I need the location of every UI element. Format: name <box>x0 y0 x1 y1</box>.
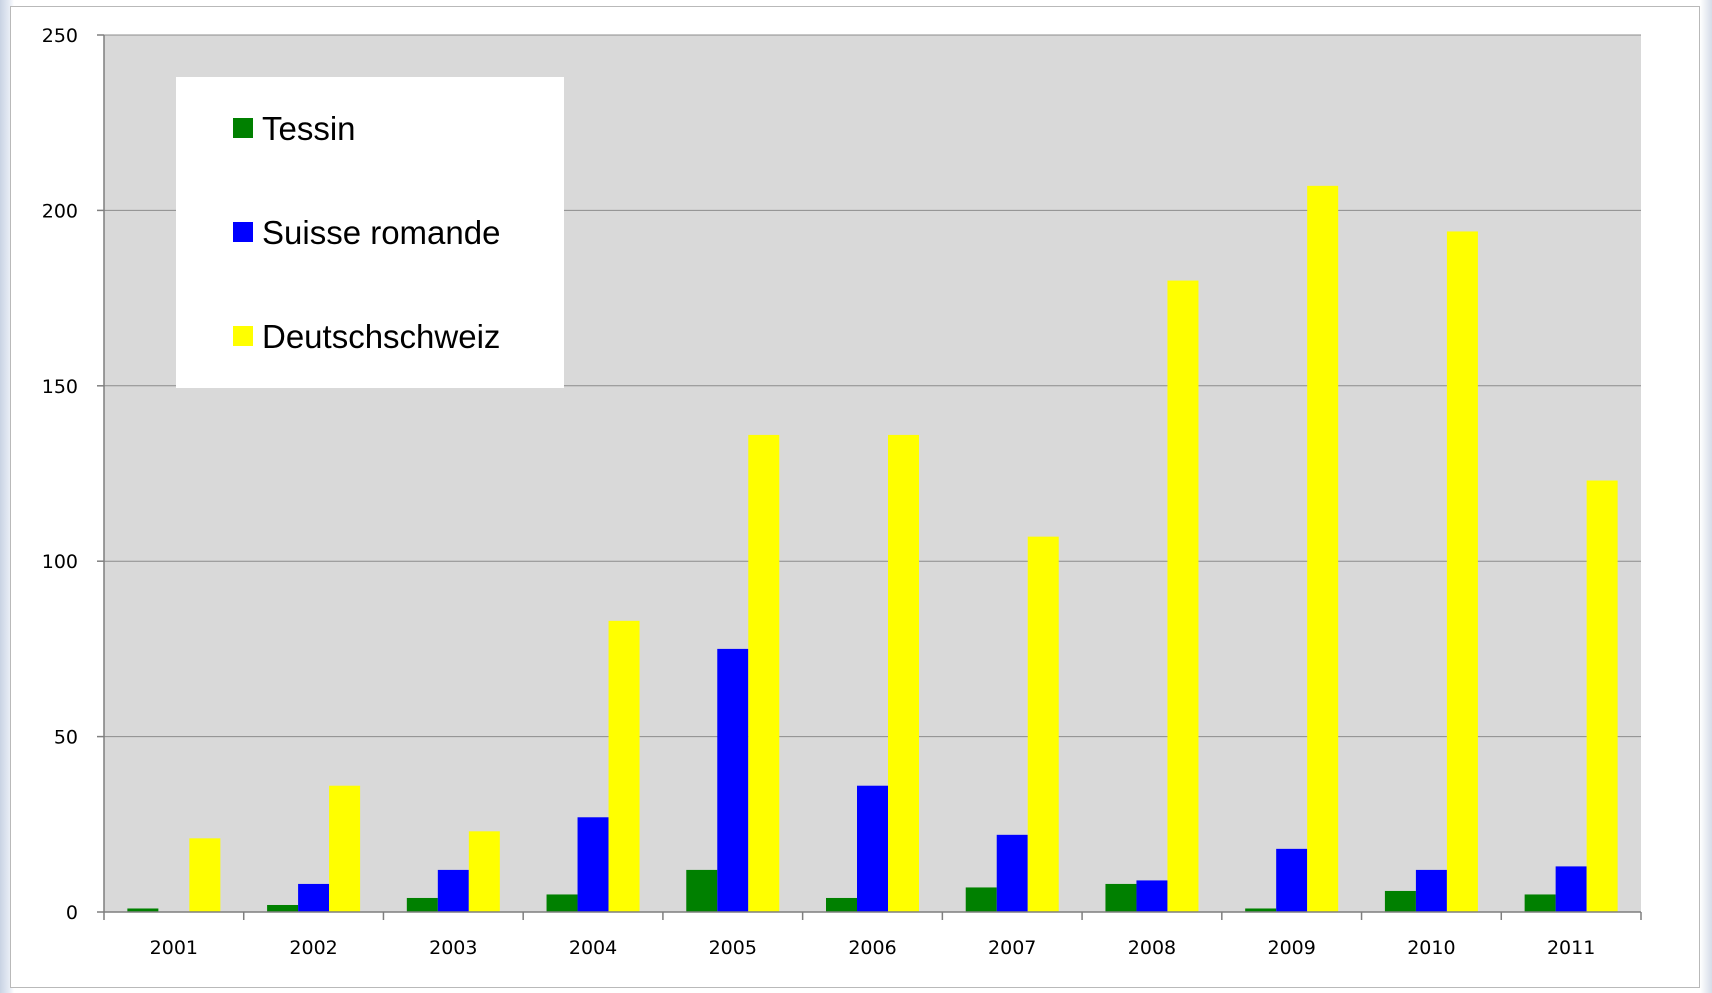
bar-suisse-romande-2009 <box>1276 848 1308 912</box>
legend-label-deutschschweiz: Deutschschweiz <box>262 318 500 355</box>
x-tick-label-2011: 2011 <box>1547 937 1595 959</box>
bar-tessin-2005 <box>686 869 718 912</box>
y-axis-tick-labels: 0 50 100 150 200 250 <box>42 25 78 924</box>
bar-tessin-2007 <box>965 887 997 912</box>
legend-swatch-suisse-romande <box>233 222 253 242</box>
gridlines <box>104 34 1641 738</box>
x-tick-label-2001: 2001 <box>150 937 198 959</box>
bar-suisse-romande-2010 <box>1415 869 1447 912</box>
legend-swatch-tessin <box>233 118 253 138</box>
x-tick-label-2006: 2006 <box>848 937 896 959</box>
bar-suisse-romande-2008 <box>1136 880 1168 912</box>
bar-deutschschweiz-2008 <box>1167 280 1199 912</box>
bar-suisse-romande-2005 <box>717 648 749 912</box>
x-tick-label-2005: 2005 <box>709 937 757 959</box>
bar-deutschschweiz-2002 <box>329 785 361 912</box>
x-tick-label-2009: 2009 <box>1268 937 1316 959</box>
y-tick-label-0: 0 <box>66 902 78 924</box>
x-axis-tick-labels: 2001 2002 2003 2004 2005 2006 2007 2008 2009 2010… <box>150 937 1596 959</box>
axes <box>97 34 1642 920</box>
x-tick-label-2007: 2007 <box>988 937 1036 959</box>
bar-suisse-romande-2003 <box>437 869 469 912</box>
bar-suisse-romande-2002 <box>298 883 330 912</box>
bar-deutschschweiz-2007 <box>1027 536 1059 912</box>
bar-deutschschweiz-2004 <box>608 620 640 912</box>
bar-deutschschweiz-2011 <box>1586 480 1618 912</box>
bar-tessin-2002 <box>267 904 299 912</box>
bar-suisse-romande-2004 <box>577 817 609 912</box>
x-tick-label-2010: 2010 <box>1407 937 1455 959</box>
bar-tessin-2008 <box>1105 883 1137 912</box>
x-tick-label-2004: 2004 <box>569 937 617 959</box>
bar-deutschschweiz-2006 <box>888 434 919 912</box>
x-tick-label-2003: 2003 <box>429 937 477 959</box>
bar-suisse-romande-2007 <box>996 834 1028 912</box>
bar-deutschschweiz-2003 <box>468 831 500 912</box>
bars <box>127 185 1618 912</box>
legend-swatch-deutschschweiz <box>233 326 253 346</box>
x-tick-label-2008: 2008 <box>1128 937 1176 959</box>
legend-label-suisse-romande: Suisse romande <box>262 214 500 251</box>
y-tick-label-50: 50 <box>54 727 78 749</box>
bar-tessin-2006 <box>826 897 857 912</box>
bar-tessin-2010 <box>1384 890 1416 912</box>
y-tick-label-250: 250 <box>42 25 78 47</box>
bar-deutschschweiz-2001 <box>189 838 221 912</box>
bar-tessin-2001 <box>127 908 159 912</box>
bar-deutschschweiz-2010 <box>1446 231 1478 912</box>
bar-tessin-2003 <box>406 897 438 912</box>
bar-suisse-romande-2006 <box>857 785 888 912</box>
bar-tessin-2011 <box>1524 894 1556 912</box>
y-tick-label-200: 200 <box>42 200 78 222</box>
bar-deutschschweiz-2005 <box>748 434 780 912</box>
legend-label-tessin: Tessin <box>262 110 356 147</box>
bar-tessin-2009 <box>1245 908 1277 912</box>
y-tick-label-100: 100 <box>42 551 78 573</box>
bar-deutschschweiz-2009 <box>1307 185 1339 912</box>
x-tick-label-2002: 2002 <box>289 937 337 959</box>
bar-tessin-2004 <box>546 894 578 912</box>
y-tick-label-150: 150 <box>42 376 78 398</box>
bar-suisse-romande-2011 <box>1555 866 1587 912</box>
legend: Tessin Suisse romande Deutschschweiz <box>176 77 564 388</box>
